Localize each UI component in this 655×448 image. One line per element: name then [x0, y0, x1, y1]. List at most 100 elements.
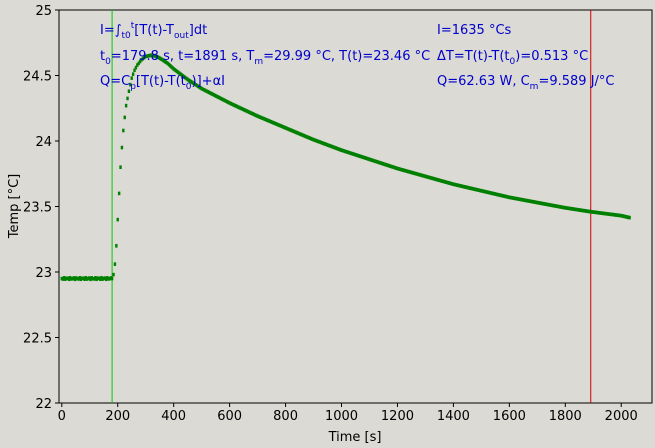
data-point: [136, 63, 139, 67]
data-point: [556, 204, 560, 209]
data-point: [576, 207, 579, 212]
data-point: [245, 109, 248, 113]
data-point: [330, 144, 333, 149]
x-tick-label: 200: [105, 409, 130, 424]
data-point: [207, 90, 211, 95]
data-point: [241, 107, 245, 112]
data-point: [252, 112, 256, 117]
data-point: [495, 192, 499, 197]
data-point: [306, 135, 309, 139]
data-point: [595, 210, 599, 215]
data-point: [426, 175, 430, 179]
data-point: [543, 202, 546, 206]
data-point: [418, 172, 421, 177]
data-point: [514, 196, 517, 201]
x-tick-label: 1600: [493, 409, 526, 424]
x-tick-label: 1400: [437, 409, 470, 424]
data-point: [367, 157, 370, 161]
data-point: [235, 104, 239, 109]
data-point: [461, 184, 465, 189]
data-point: [390, 164, 393, 169]
data-point: [261, 116, 264, 120]
data-point: [494, 192, 498, 196]
data-point: [380, 161, 383, 166]
data-point: [291, 129, 295, 133]
data-point: [243, 108, 246, 112]
x-tick-label: 800: [273, 409, 298, 424]
data-point: [354, 153, 358, 157]
data-point: [562, 205, 566, 210]
data-point: [290, 128, 293, 133]
data-point: [508, 195, 511, 200]
data-point: [452, 182, 455, 187]
data-point: [273, 121, 276, 126]
data-point: [289, 128, 292, 132]
data-point: [596, 210, 600, 215]
data-point: [388, 164, 392, 168]
data-point: [227, 100, 230, 105]
data-point: [509, 195, 512, 200]
data-point: [548, 203, 551, 207]
data-point: [481, 189, 484, 193]
data-point: [218, 96, 222, 100]
data-point: [583, 209, 586, 213]
data-point: [292, 129, 296, 134]
data-point: [253, 113, 257, 117]
data-point: [210, 91, 213, 96]
data-point: [531, 199, 534, 204]
data-point: [294, 130, 297, 134]
data-point: [488, 190, 492, 195]
data-point: [395, 166, 398, 170]
data-point: [431, 176, 434, 181]
data-point: [405, 169, 409, 174]
data-point: [303, 134, 307, 138]
data-point: [336, 147, 340, 151]
data-point: [313, 138, 316, 142]
data-point: [247, 110, 251, 114]
data-point: [296, 131, 299, 135]
data-point: [360, 155, 364, 159]
data-point: [278, 123, 281, 128]
data-point: [437, 178, 441, 182]
data-point: [233, 103, 236, 108]
data-point: [612, 212, 616, 217]
data-point: [221, 97, 224, 102]
data-point: [257, 114, 261, 119]
annotation-q-formula: Q=Cp[T(t)-T(t0)]+αI: [100, 74, 225, 92]
data-point: [444, 180, 448, 184]
data-point: [594, 210, 597, 215]
data-point: [564, 206, 567, 210]
data-point: [500, 193, 504, 198]
data-point: [599, 211, 602, 215]
data-point: [130, 76, 133, 80]
data-point: [200, 86, 203, 91]
data-point: [443, 180, 447, 184]
data-point: [513, 196, 516, 201]
data-point: [392, 165, 396, 170]
data-point: [337, 147, 341, 152]
data-point: [527, 199, 531, 203]
data-point: [379, 161, 382, 165]
data-point: [376, 160, 380, 164]
data-point: [228, 101, 231, 105]
data-point: [120, 145, 124, 150]
data-point: [341, 148, 344, 153]
data-point: [140, 57, 143, 62]
data-point: [300, 132, 303, 137]
data-point: [410, 170, 414, 175]
data-point: [433, 177, 437, 181]
data-point: [205, 89, 208, 93]
y-tick-label: 24: [35, 135, 52, 150]
data-point: [277, 123, 280, 127]
data-point: [587, 209, 590, 214]
data-point: [567, 206, 571, 211]
data-point: [550, 203, 554, 208]
data-point: [497, 192, 500, 197]
data-point: [122, 128, 125, 133]
data-point: [230, 102, 234, 106]
data-point: [420, 173, 423, 178]
data-point: [281, 125, 285, 129]
data-point: [414, 171, 417, 176]
data-point: [602, 211, 606, 216]
